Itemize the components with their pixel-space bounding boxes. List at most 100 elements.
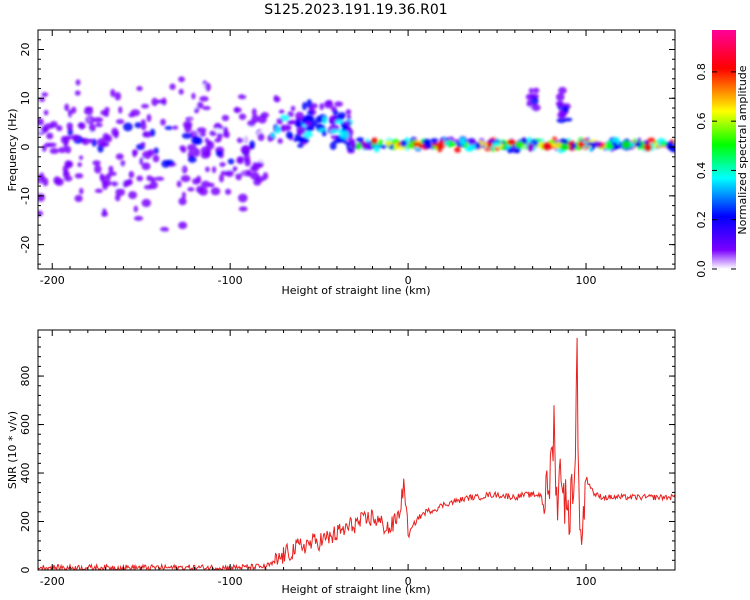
spectrogram-cell <box>412 142 421 147</box>
spectrogram-cell <box>178 197 187 206</box>
spectrogram-cell <box>253 178 262 186</box>
snr-xtick-label: -100 <box>218 575 243 588</box>
spectrogram-cell <box>227 158 235 165</box>
spectrogram-cell <box>196 175 202 184</box>
spectrogram-cell <box>134 122 143 129</box>
spectrogram-cell <box>234 106 239 114</box>
colorbar-tick-label: 0.4 <box>695 162 708 180</box>
spectrogram-cell <box>153 147 159 155</box>
spectrogram-cell <box>355 143 362 150</box>
spectrogram-cell <box>88 138 94 144</box>
spectrogram-cell <box>71 106 77 114</box>
spectrogram-cell <box>487 141 493 149</box>
spectrogram-cell <box>77 122 85 129</box>
spectrogram-cell <box>235 173 243 181</box>
colorbar-tick-label: 0.6 <box>695 112 708 130</box>
spectrogram-cell <box>127 178 133 186</box>
spectrogram-cell <box>141 162 151 171</box>
spectrogram-cell <box>356 137 365 143</box>
spectrogram-cell <box>154 176 165 181</box>
spectrogram-cell <box>71 134 80 141</box>
spectrogram-cell <box>79 155 84 161</box>
snr-frame <box>37 329 676 571</box>
spectrogram-cell <box>187 144 197 152</box>
spectrogram-cell <box>104 173 111 181</box>
spectrogram-cell <box>172 125 179 130</box>
spectrogram-cell <box>400 139 407 148</box>
spectrogram-cell <box>181 191 186 199</box>
spectrogram-cell <box>187 187 195 192</box>
spectrogram-cell <box>49 147 59 155</box>
spectrogram-cell <box>136 86 143 92</box>
spectrogram-cell <box>188 104 199 109</box>
spectrogram-cell <box>571 142 577 149</box>
spectrogram-cell <box>215 150 223 157</box>
spectrogram-cell <box>259 145 264 150</box>
spectrogram-cell <box>643 143 652 152</box>
spectrogram-cell <box>334 119 344 125</box>
spectrogram-xtick-label: 0 <box>405 274 412 287</box>
snr-ytick-label: 400 <box>19 463 32 484</box>
spectrogram-cell <box>150 176 156 183</box>
spectrogram-ytick-label: 10 <box>19 91 32 105</box>
spectrogram-cell <box>249 140 256 149</box>
spectrogram-cell <box>114 194 121 202</box>
snr-xtick-label: 0 <box>405 575 412 588</box>
spectrogram-cell <box>64 160 71 169</box>
spectrogram-cell <box>102 133 110 142</box>
spectrogram-cell <box>118 106 123 114</box>
spectrogram-cell <box>205 166 210 173</box>
spectrogram-cell <box>621 140 632 149</box>
spectrogram-cell <box>555 93 565 101</box>
spectrogram-cell <box>201 180 211 188</box>
spectrogram-cell <box>530 96 539 106</box>
spectrogram-cell <box>103 111 109 117</box>
spectrogram-cell <box>339 130 350 140</box>
spectrogram-cell <box>237 94 247 100</box>
spectrogram-cell <box>64 103 70 112</box>
spectrogram-cell <box>41 145 47 152</box>
spectrogram-cell <box>321 130 327 137</box>
snr-ytick-label: 200 <box>19 511 32 532</box>
spectrogram-cell <box>288 133 294 139</box>
spectrogram-cell <box>454 146 461 153</box>
spectrogram-cell <box>188 116 194 122</box>
spectrogram-ytick-label: -10 <box>19 187 32 205</box>
figure-title: S125.2023.191.19.36.R01 <box>264 2 447 18</box>
spectrogram-cell <box>532 140 539 146</box>
spectrogram-cell <box>492 141 502 147</box>
spectrogram-cell <box>75 79 81 86</box>
spectrogram-cell <box>92 160 101 166</box>
spectrogram-cell <box>40 126 49 132</box>
spectrogram-cell <box>278 109 285 114</box>
spectrogram-cell <box>122 122 133 132</box>
spectrogram-cell <box>302 138 310 143</box>
spectrogram-cell <box>506 139 516 146</box>
spectrogram-cell <box>286 119 297 125</box>
spectrogram-cell <box>94 164 102 174</box>
spectrogram-cell <box>211 166 217 174</box>
spectrogram-cell <box>165 159 175 166</box>
spectrogram-cell <box>114 91 122 101</box>
spectrogram-cell <box>295 111 304 120</box>
spectrogram-cell <box>240 145 251 154</box>
spectrogram-cell <box>199 96 209 102</box>
colorbar-ticks: 0.0 0.2 0.4 0.6 0.8 <box>695 63 736 278</box>
spectrogram-cell <box>334 101 344 107</box>
spectrogram-xlabel: Height of straight line (km) <box>281 284 430 297</box>
spectrogram-cell <box>46 132 54 140</box>
spectrogram-cell <box>195 185 204 194</box>
spectrogram-cell <box>62 135 73 140</box>
spectrogram-cell <box>380 144 387 149</box>
spectrogram-cell <box>586 141 597 146</box>
spectrogram-cell <box>74 194 83 203</box>
spectrogram-cell <box>141 103 150 109</box>
spectrogram-cell <box>559 143 570 151</box>
spectrogram-cell <box>115 119 125 125</box>
spectrogram-cell <box>67 114 74 123</box>
spectrogram-cell <box>74 90 81 96</box>
spectrogram-cell <box>151 97 159 107</box>
spectrogram-cell <box>39 172 44 179</box>
spectrogram-cell <box>335 115 345 121</box>
